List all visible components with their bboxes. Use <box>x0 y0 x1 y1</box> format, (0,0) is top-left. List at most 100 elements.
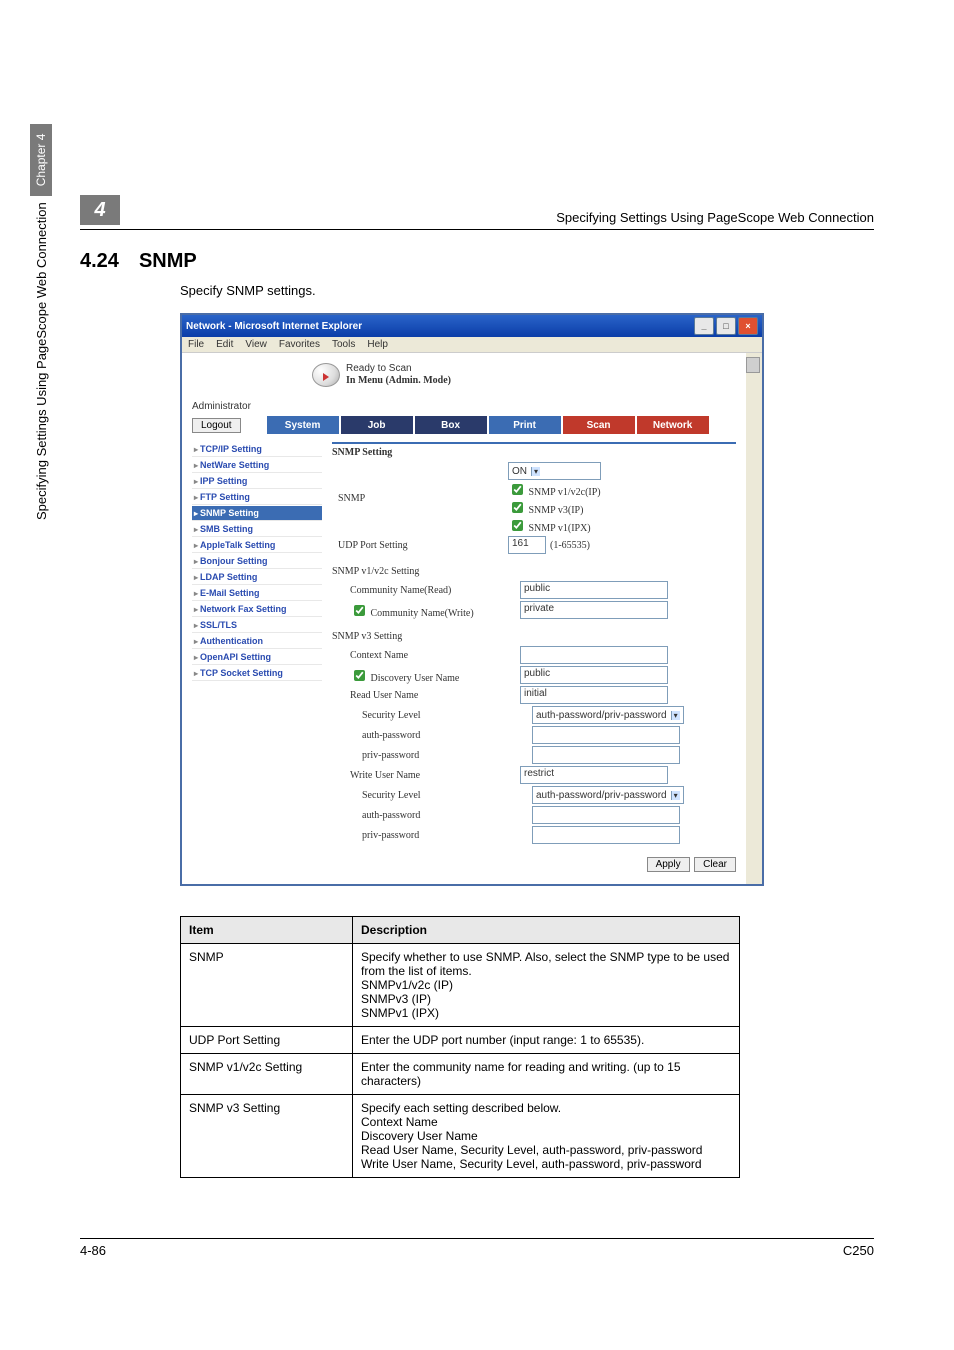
sidebar-chapter-badge: Chapter 4 <box>30 124 52 197</box>
tab-scan[interactable]: Scan <box>563 416 635 434</box>
nav-ldap[interactable]: LDAP Setting <box>192 570 322 585</box>
write-auth-pw-label: auth-password <box>332 810 532 821</box>
table-cell-item: SNMP v3 Setting <box>181 1095 353 1178</box>
discovery-user-input[interactable]: public <box>520 666 668 684</box>
table-cell-desc: Enter the community name for reading and… <box>353 1054 740 1095</box>
table-header-desc: Description <box>353 917 740 944</box>
udp-port-input[interactable]: 161 <box>508 536 546 554</box>
section-title: SNMP <box>139 250 197 273</box>
close-button[interactable]: × <box>738 317 758 335</box>
menu-favorites[interactable]: Favorites <box>279 339 320 350</box>
udp-port-label: UDP Port Setting <box>332 540 508 551</box>
tab-network[interactable]: Network <box>637 416 709 434</box>
nav-appletalk[interactable]: AppleTalk Setting <box>192 538 322 553</box>
nav-email[interactable]: E-Mail Setting <box>192 586 322 601</box>
snmp-v3-ip-checkbox[interactable] <box>512 502 523 513</box>
comm-write-input[interactable]: private <box>520 601 668 619</box>
settings-panel: SNMP Setting SNMP ON▾ SNMP v1/v2c(IP) SN… <box>332 442 736 872</box>
nav-snmp[interactable]: SNMP Setting <box>192 506 322 521</box>
tab-job[interactable]: Job <box>341 416 413 434</box>
read-sec-level-select[interactable]: auth-password/priv-password▾ <box>532 706 684 724</box>
write-sec-level-select[interactable]: auth-password/priv-password▾ <box>532 786 684 804</box>
nav-netfax[interactable]: Network Fax Setting <box>192 602 322 617</box>
maximize-button[interactable]: □ <box>716 317 736 335</box>
nav-netware[interactable]: NetWare Setting <box>192 458 322 473</box>
table-row: SNMP Specify whether to use SNMP. Also, … <box>181 944 740 1027</box>
nav-ftp[interactable]: FTP Setting <box>192 490 322 505</box>
table-cell-item: SNMP <box>181 944 353 1027</box>
running-header: 4 Specifying Settings Using PageScope We… <box>80 195 874 230</box>
nav-bonjour[interactable]: Bonjour Setting <box>192 554 322 569</box>
tab-print[interactable]: Print <box>489 416 561 434</box>
discovery-user-checkbox[interactable] <box>354 670 365 681</box>
section-number: 4.24 <box>80 250 119 273</box>
udp-port-range: (1-65535) <box>550 540 590 551</box>
intro-text: Specify SNMP settings. <box>180 283 874 298</box>
menu-mode-status: In Menu (Admin. Mode) <box>346 375 451 387</box>
context-name-input[interactable] <box>520 646 668 664</box>
comm-write-checkbox[interactable] <box>354 605 365 616</box>
nav-ipp[interactable]: IPP Setting <box>192 474 322 489</box>
clear-button[interactable]: Clear <box>694 857 736 872</box>
menu-view[interactable]: View <box>245 339 267 350</box>
v1v2c-section-header: SNMP v1/v2c Setting <box>332 563 736 577</box>
window-title: Network - Microsoft Internet Explorer <box>186 321 362 332</box>
table-cell-desc: Enter the UDP port number (input range: … <box>353 1027 740 1054</box>
section-heading: 4.24 SNMP <box>80 250 874 273</box>
menu-help[interactable]: Help <box>367 339 388 350</box>
comm-read-input[interactable]: public <box>520 581 668 599</box>
write-sec-level-label: Security Level <box>332 790 532 801</box>
read-user-input[interactable]: initial <box>520 686 668 704</box>
nav-openapi[interactable]: OpenAPI Setting <box>192 650 322 665</box>
snmp-label: SNMP <box>332 493 508 504</box>
table-row: SNMP v3 Setting Specify each setting des… <box>181 1095 740 1178</box>
window-titlebar: Network - Microsoft Internet Explorer _ … <box>182 315 762 337</box>
scrollbar-thumb[interactable] <box>746 357 760 373</box>
menu-edit[interactable]: Edit <box>216 339 233 350</box>
snmp-v1v2c-ip-checkbox[interactable] <box>512 484 523 495</box>
snmp-on-select[interactable]: ON▾ <box>508 462 601 480</box>
read-priv-pw-label: priv-password <box>332 750 532 761</box>
read-priv-pw-input[interactable] <box>532 746 680 764</box>
brand-header: Ready to Scan In Menu (Admin. Mode) <box>192 359 736 387</box>
footer-page-number: 4-86 <box>80 1243 106 1258</box>
snmp-v1-ipx-checkbox[interactable] <box>512 520 523 531</box>
table-cell-item: UDP Port Setting <box>181 1027 353 1054</box>
v3-section-header: SNMP v3 Setting <box>332 628 736 642</box>
comm-write-label: Community Name(Write) <box>371 608 474 619</box>
footer-model: C250 <box>843 1243 874 1258</box>
tab-system[interactable]: System <box>267 416 339 434</box>
nav-tcpip[interactable]: TCP/IP Setting <box>192 442 322 457</box>
comm-read-label: Community Name(Read) <box>332 585 520 596</box>
logout-button[interactable]: Logout <box>192 418 241 433</box>
context-name-label: Context Name <box>332 650 520 661</box>
admin-label: Administrator <box>192 401 736 412</box>
side-navigation: TCP/IP Setting NetWare Setting IPP Setti… <box>192 442 322 872</box>
minimize-button[interactable]: _ <box>694 317 714 335</box>
menu-file[interactable]: File <box>188 339 204 350</box>
nav-auth[interactable]: Authentication <box>192 634 322 649</box>
snmp-v1v2c-ip-row: SNMP v1/v2c(IP) <box>508 481 601 498</box>
write-user-input[interactable]: restrict <box>520 766 668 784</box>
read-user-label: Read User Name <box>332 690 520 701</box>
write-priv-pw-input[interactable] <box>532 826 680 844</box>
tab-box[interactable]: Box <box>415 416 487 434</box>
description-table: Item Description SNMP Specify whether to… <box>180 916 740 1178</box>
apply-button[interactable]: Apply <box>647 857 690 872</box>
menu-tools[interactable]: Tools <box>332 339 355 350</box>
write-user-label: Write User Name <box>332 770 520 781</box>
table-cell-desc: Specify whether to use SNMP. Also, selec… <box>353 944 740 1027</box>
read-auth-pw-label: auth-password <box>332 730 532 741</box>
read-auth-pw-input[interactable] <box>532 726 680 744</box>
nav-tcpsocket[interactable]: TCP Socket Setting <box>192 666 322 681</box>
write-auth-pw-input[interactable] <box>532 806 680 824</box>
nav-smb[interactable]: SMB Setting <box>192 522 322 537</box>
brand-text: Ready to Scan In Menu (Admin. Mode) <box>346 363 451 387</box>
write-priv-pw-label: priv-password <box>332 830 532 841</box>
side-rotated-label: Specifying Settings Using PageScope Web … <box>30 124 52 520</box>
ready-status: Ready to Scan <box>346 363 451 375</box>
table-row: UDP Port Setting Enter the UDP port numb… <box>181 1027 740 1054</box>
snmp-section-header: SNMP Setting <box>332 442 736 458</box>
table-cell-desc: Specify each setting described below. Co… <box>353 1095 740 1178</box>
nav-ssl[interactable]: SSL/TLS <box>192 618 322 633</box>
